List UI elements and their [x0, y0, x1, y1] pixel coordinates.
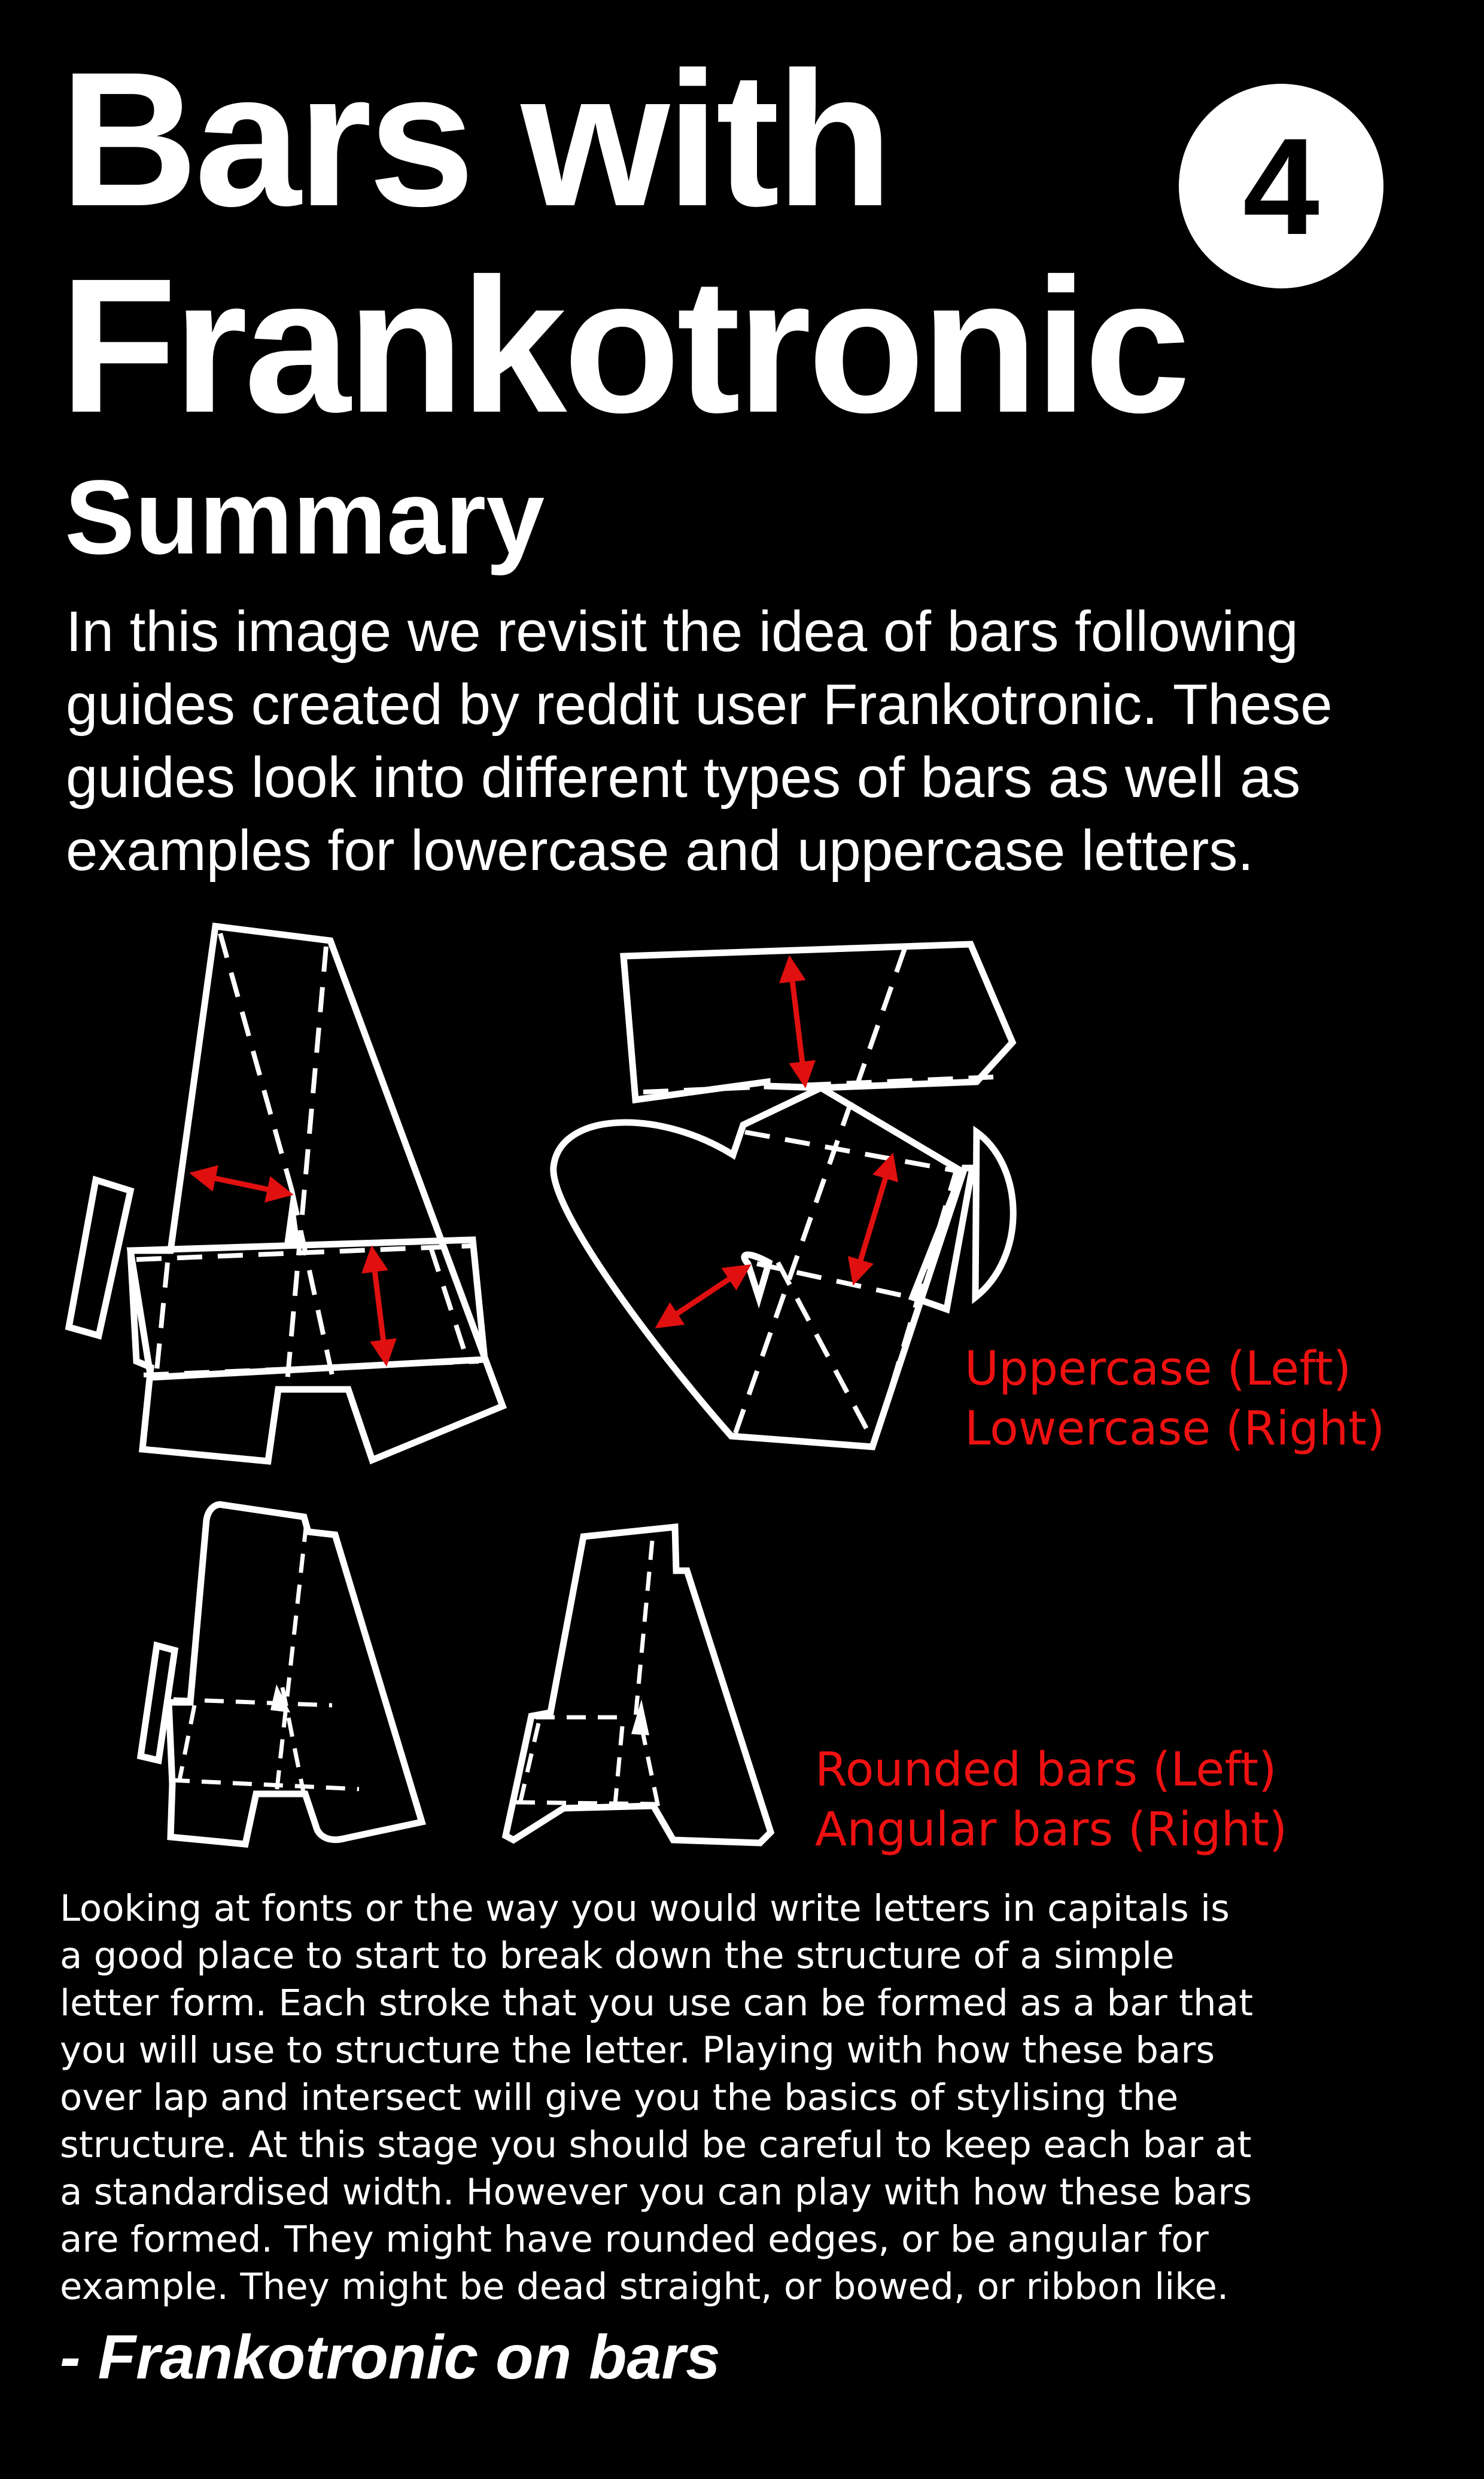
uppercase-a-bars-diagram — [65, 922, 507, 1465]
step-number-badge: 4 — [1179, 84, 1383, 288]
rounded-bars-a-diagram — [136, 1501, 426, 1848]
lowercase-a-bars-diagram — [550, 941, 1017, 1450]
caption-angular: Angular bars (Right) — [815, 1803, 1288, 1857]
summary-heading: Summary — [65, 459, 545, 576]
caption-uppercase: Uppercase (Left) — [965, 1342, 1352, 1396]
caption-rounded: Rounded bars (Left) — [815, 1743, 1277, 1797]
caption-rounded-angular: Rounded bars (Left) Angular bars (Right) — [815, 1740, 1287, 1860]
letter-diagrams — [65, 922, 1017, 1848]
summary-text: In this image we revisit the idea of bar… — [66, 600, 1333, 883]
quote-attribution: - Frankotronic on bars — [60, 2323, 720, 2392]
page-title: Bars with Frankotronic — [60, 36, 1197, 449]
quote-text: Looking at fonts or the way you would wr… — [60, 1887, 1253, 2308]
caption-uppercase-lowercase: Uppercase (Left) Lowercase (Right) — [965, 1339, 1385, 1459]
angular-bars-a-diagram — [501, 1523, 775, 1847]
title-line-1: Bars with — [60, 32, 893, 246]
caption-lowercase: Lowercase (Right) — [965, 1402, 1385, 1456]
title-line-2: Frankotronic — [60, 238, 1191, 452]
